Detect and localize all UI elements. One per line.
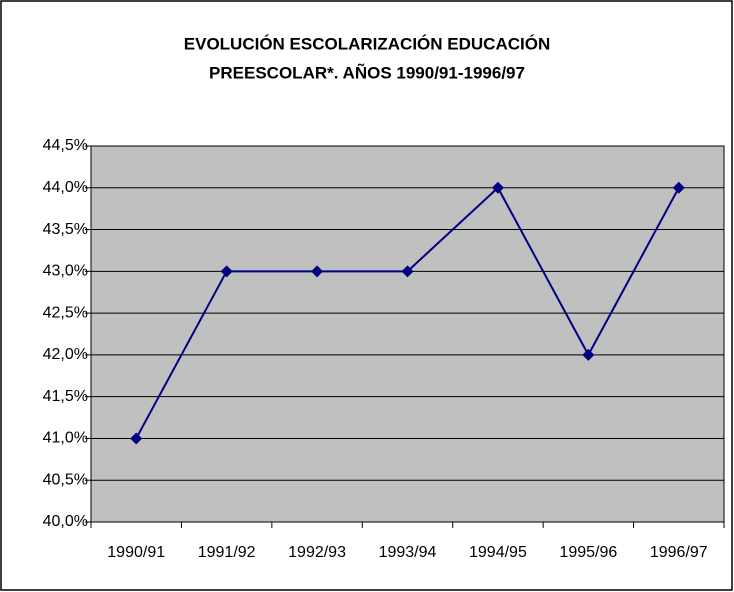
marker xyxy=(401,265,414,278)
marker xyxy=(220,265,233,278)
x-tick-label: 1994/95 xyxy=(469,544,527,561)
y-tick-label: 41,5% xyxy=(43,388,88,405)
y-tick-label: 44,5% xyxy=(43,137,88,154)
marker xyxy=(672,181,685,194)
y-tick-label: 41,0% xyxy=(43,430,88,447)
plot-area xyxy=(90,145,725,523)
y-tick-label: 40,0% xyxy=(43,513,88,530)
y-tick-label: 44,0% xyxy=(43,179,88,196)
marker xyxy=(130,432,143,445)
y-tick-label: 42,0% xyxy=(43,346,88,363)
x-tick-label: 1996/97 xyxy=(650,544,708,561)
chart-title: EVOLUCIÓN ESCOLARIZACIÓN EDUCACIÓN xyxy=(184,34,550,53)
y-tick-label: 40,5% xyxy=(43,471,88,488)
x-tick-label: 1993/94 xyxy=(379,544,437,561)
x-tick-label: 1990/91 xyxy=(107,544,165,561)
y-tick-label: 42,5% xyxy=(43,304,88,321)
chart-title: PREESCOLAR*. AÑOS 1990/91-1996/97 xyxy=(209,62,525,82)
x-tick-label: 1992/93 xyxy=(288,544,346,561)
x-tick-label: 1991/92 xyxy=(198,544,256,561)
marker xyxy=(491,181,504,194)
x-tick-label: 1995/96 xyxy=(559,544,617,561)
y-tick-label: 43,0% xyxy=(43,263,88,280)
y-tick-label: 43,5% xyxy=(43,221,88,238)
marker xyxy=(311,265,324,278)
marker xyxy=(582,348,595,361)
